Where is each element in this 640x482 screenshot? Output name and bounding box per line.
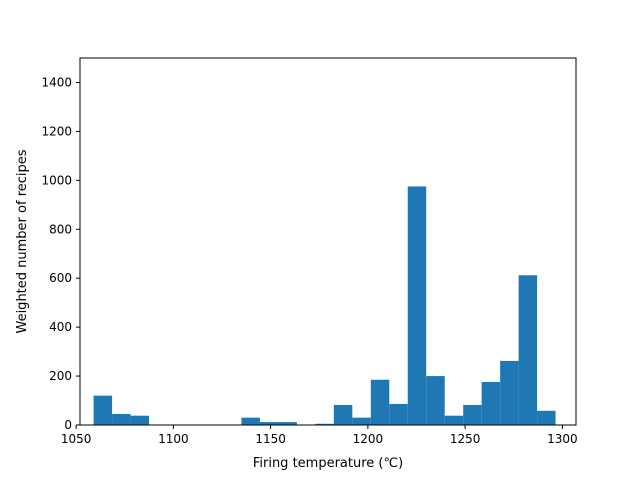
- histogram-bar: [93, 395, 113, 425]
- y-tick-label: 1200: [41, 124, 72, 138]
- x-tick-label: 1250: [450, 432, 481, 446]
- histogram-bar: [537, 410, 556, 425]
- histogram-bars: [93, 186, 556, 425]
- y-tick-label: 400: [49, 320, 72, 334]
- x-tick-label: 1150: [255, 432, 286, 446]
- plot-area-frame: [79, 57, 577, 426]
- y-tick-label: 1000: [41, 173, 72, 187]
- histogram-bar: [352, 417, 371, 425]
- y-axis-label: Weighted number of recipes: [15, 149, 30, 333]
- x-tick-label: 1050: [61, 432, 92, 446]
- histogram-bar: [130, 415, 150, 425]
- histogram-bar: [389, 403, 408, 425]
- x-axis-ticks: 1050 1100 1150 1200 1250 1300: [61, 425, 578, 446]
- y-tick-label: 200: [49, 369, 72, 383]
- histogram-bar: [500, 360, 519, 425]
- x-tick-label: 1100: [158, 432, 189, 446]
- histogram-bar: [259, 422, 279, 425]
- histogram-bar: [241, 417, 260, 425]
- y-axis-ticks: 0 200 400 600 800 1000 1200 1400: [41, 75, 80, 432]
- y-tick-label: 1400: [41, 75, 72, 89]
- histogram-bar: [333, 404, 353, 425]
- y-tick-label: 0: [64, 418, 72, 432]
- histogram-bar: [407, 186, 427, 425]
- histogram-bar: [463, 404, 482, 425]
- histogram-bar: [112, 413, 131, 425]
- x-tick-label: 1300: [547, 432, 578, 446]
- histogram-bar: [315, 423, 334, 425]
- y-tick-label: 800: [49, 222, 72, 236]
- histogram-bar: [481, 381, 501, 425]
- x-tick-label: 1200: [353, 432, 384, 446]
- histogram-bar: [518, 275, 538, 425]
- y-tick-label: 600: [49, 271, 72, 285]
- histogram-bar: [370, 379, 390, 425]
- x-axis-label: Firing temperature (℃): [253, 456, 403, 471]
- histogram-bar: [444, 415, 464, 425]
- histogram-bar: [278, 422, 297, 425]
- histogram-bar: [426, 376, 445, 425]
